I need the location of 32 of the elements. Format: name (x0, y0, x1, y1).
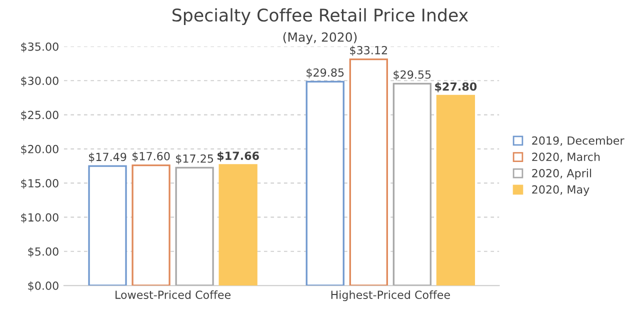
chart-subtitle: (May, 2020) (283, 32, 357, 44)
bar (132, 164, 170, 286)
data-label: $17.49 (89, 152, 126, 163)
bar (88, 165, 127, 286)
legend-label: 2020, April (532, 168, 592, 180)
data-label: $17.60 (132, 152, 170, 162)
legend-label: 2019, December (532, 136, 624, 146)
bar (218, 164, 258, 286)
x-tick-label: Highest-Priced Coffee (331, 290, 450, 302)
y-tick-label: $35.00 (21, 42, 58, 52)
legend-label: 2020, March (532, 152, 600, 162)
y-tick-label: $20.00 (21, 144, 58, 155)
y-tick-label: $5.00 (28, 247, 58, 258)
chart-title: Specialty Coffee Retail Price Index (172, 8, 468, 25)
y-tick-label: $10.00 (21, 213, 58, 224)
data-label: $33.12 (350, 46, 387, 56)
bar (306, 80, 344, 286)
bar (436, 94, 476, 286)
x-tick-label: Lowest-Priced Coffee (116, 290, 231, 299)
y-tick-label: $25.00 (21, 110, 58, 121)
data-label: $27.80 (435, 82, 477, 92)
y-tick-label: $0.00 (28, 281, 58, 292)
bar (349, 58, 388, 286)
data-label: $29.55 (394, 70, 431, 80)
data-label: $29.85 (306, 68, 344, 78)
data-label: $17.66 (218, 151, 259, 162)
bar (175, 166, 214, 286)
legend-label: 2020, May (532, 185, 590, 196)
y-tick-label: $15.00 (21, 178, 58, 189)
data-label: $17.25 (176, 154, 214, 164)
bar (392, 82, 432, 286)
y-tick-label: $30.00 (21, 76, 58, 86)
